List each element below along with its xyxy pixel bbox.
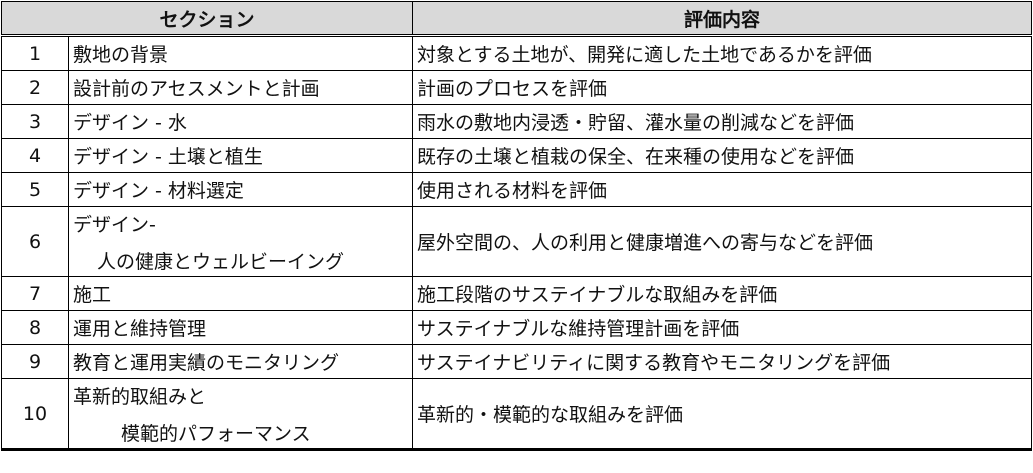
evaluation-cell: サステイナブルな維持管理計画を評価 [412, 310, 1033, 345]
row-number: 8 [1, 310, 69, 345]
section-cell: 施工 [67, 276, 414, 311]
header-evaluation: 評価内容 [412, 1, 1033, 37]
row-number: 3 [1, 104, 69, 139]
section-cell: 革新的取組みと模範的パフォーマンス [67, 378, 414, 451]
row-number: 1 [1, 35, 69, 71]
evaluation-cell: 施工段階のサステイナブルな取組みを評価 [412, 276, 1033, 311]
section-cell: デザイン- 人の健康とウェルビーイング [67, 206, 414, 277]
section-name: 施工 [73, 284, 112, 306]
row-number: 4 [1, 138, 69, 173]
evaluation-cell: 計画のプロセスを評価 [412, 70, 1033, 105]
section-name-line2: 模範的パフォーマンス [121, 422, 311, 445]
section-name: デザイン - 水 [73, 112, 187, 134]
section-name: デザイン - 土壌と植生 [73, 146, 263, 168]
header-row: セクション 評価内容 [0, 1, 1033, 37]
section-name: 敷地の背景 [73, 44, 169, 66]
evaluation-cell: 屋外空間の、人の利用と健康増進への寄与などを評価 [412, 206, 1033, 277]
table-row: 9 教育と運用実績のモニタリング サステイナビリティに関する教育やモニタリングを… [1, 344, 1033, 379]
sections-table: セクション 評価内容 1 敷地の背景 対象とする土地が、開発に適した土地であるか… [0, 1, 1033, 451]
section-cell: デザイン - 水 [67, 104, 414, 139]
section-cell: 教育と運用実績のモニタリング [67, 344, 414, 379]
table-row: 7 施工 施工段階のサステイナブルな取組みを評価 [1, 276, 1033, 311]
table-row: 1 敷地の背景 対象とする土地が、開発に適した土地であるかを評価 [1, 35, 1033, 71]
section-name: デザイン- [73, 213, 156, 236]
row-number: 6 [1, 206, 69, 277]
evaluation-cell: 使用される材料を評価 [412, 172, 1033, 207]
row-number: 7 [1, 276, 69, 311]
section-cell: 運用と維持管理 [67, 310, 414, 345]
section-name: 運用と維持管理 [73, 318, 207, 340]
evaluation-cell: 対象とする土地が、開発に適した土地であるかを評価 [412, 35, 1033, 71]
table-row: 4 デザイン - 土壌と植生 既存の土壌と植栽の保全、在来種の使用などを評価 [1, 138, 1033, 173]
table-row: 8 運用と維持管理 サステイナブルな維持管理計画を評価 [1, 310, 1033, 345]
evaluation-cell: 革新的・模範的な取組みを評価 [412, 378, 1033, 451]
section-name: 革新的取組みと [73, 385, 207, 408]
section-cell: 敷地の背景 [67, 35, 414, 71]
row-number: 2 [1, 70, 69, 105]
table-row: 5 デザイン - 材料選定 使用される材料を評価 [1, 172, 1033, 207]
table-row: 3 デザイン - 水 雨水の敷地内浸透・貯留、灌水量の削減などを評価 [1, 104, 1033, 139]
row-number: 5 [1, 172, 69, 207]
row-number: 9 [1, 344, 69, 379]
section-name: デザイン - 材料選定 [73, 180, 244, 202]
section-cell: デザイン - 土壌と植生 [67, 138, 414, 173]
section-cell: デザイン - 材料選定 [67, 172, 414, 207]
evaluation-cell: サステイナビリティに関する教育やモニタリングを評価 [412, 344, 1033, 379]
row-number: 10 [1, 378, 69, 451]
header-section: セクション [0, 1, 414, 37]
evaluation-cell: 雨水の敷地内浸透・貯留、灌水量の削減などを評価 [412, 104, 1033, 139]
section-cell: 設計前のアセスメントと計画 [67, 70, 414, 105]
table-row: 6 デザイン- 人の健康とウェルビーイング 屋外空間の、人の利用と健康増進への寄与… [1, 206, 1033, 277]
table-row: 2 設計前のアセスメントと計画 計画のプロセスを評価 [1, 70, 1033, 105]
section-name-line2: 人の健康とウェルビーイング [97, 250, 345, 273]
section-name: 設計前のアセスメントと計画 [73, 78, 320, 100]
evaluation-cell: 既存の土壌と植栽の保全、在来種の使用などを評価 [412, 138, 1033, 173]
table-row: 10 革新的取組みと模範的パフォーマンス 革新的・模範的な取組みを評価 [1, 378, 1033, 451]
section-name: 教育と運用実績のモニタリング [73, 352, 340, 374]
